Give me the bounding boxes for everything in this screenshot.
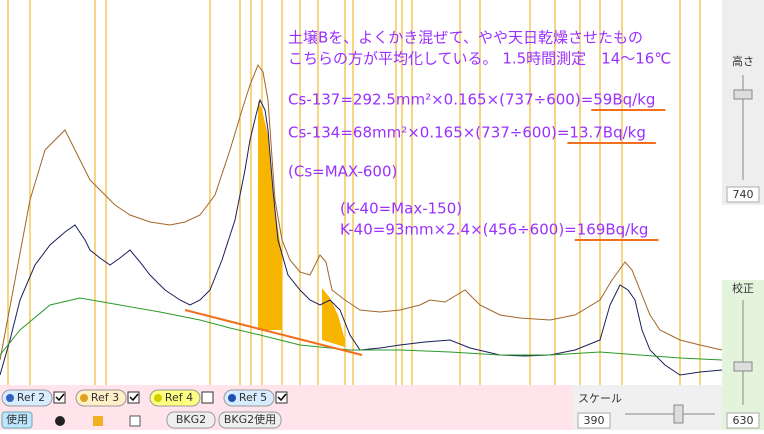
ref-checkbox[interactable]: [127, 391, 140, 404]
calc-result: 13.7Bq/kg: [569, 124, 645, 142]
ref-icon: [6, 394, 14, 402]
note: (Cs=MAX-600): [288, 163, 397, 181]
ref-checkbox[interactable]: [275, 391, 288, 404]
panel-gap: [722, 205, 764, 280]
plot-area: [0, 0, 722, 385]
height-box: [726, 186, 760, 203]
ref-icon: [154, 394, 162, 402]
calc-formula: Cs-134=68mm²×0.165×(737÷600)=: [288, 124, 569, 142]
ref-label: Ref 5: [239, 391, 267, 404]
ref-label: Ref 2: [17, 391, 45, 404]
ref-button[interactable]: [223, 389, 275, 407]
scale-value: 390: [584, 414, 605, 427]
height-value: 740: [733, 188, 754, 201]
peak-area: [322, 288, 345, 347]
calib-label: 校正: [732, 281, 754, 295]
bkg2-button[interactable]: [166, 411, 216, 429]
ref-icon: [80, 394, 88, 402]
calc-formula: K-40=93mm×2.4×(456÷600)=: [340, 221, 577, 239]
title-line: こちらの方が平均化している。 1.5時間測定 14～16℃: [288, 50, 671, 68]
peak-area: [258, 100, 282, 330]
height-label: 高さ: [732, 54, 754, 68]
check-mark: [129, 393, 139, 402]
scale-label: スケール: [578, 392, 622, 405]
bkg2-label: BKG2: [176, 413, 206, 426]
paw-icon[interactable]: [55, 416, 65, 426]
ref-label: Ref 4: [165, 391, 193, 404]
use-button-label: 使用: [6, 413, 28, 426]
note: (K-40=Max-150): [340, 200, 462, 218]
ref-button[interactable]: [149, 389, 201, 407]
check-mark: [55, 393, 65, 402]
calib-value: 630: [733, 414, 754, 427]
grid-icon[interactable]: [129, 415, 141, 427]
baseline-curve: [0, 297, 723, 361]
ref-buttons: Ref 2 Ref 3 Ref 4 Ref 5: [1, 389, 288, 407]
calc-result: 59Bq/kg: [593, 91, 655, 109]
calc-result: 169Bq/kg: [577, 221, 649, 239]
ref-checkbox[interactable]: [53, 391, 66, 404]
roi-lines: [7, 0, 701, 385]
ref-button[interactable]: [1, 389, 53, 407]
check-mark: [277, 393, 287, 402]
ref-checkbox[interactable]: [201, 391, 214, 404]
calib-slider[interactable]: [733, 361, 753, 372]
ref-icon: [228, 394, 236, 402]
baseline-line: [184, 309, 363, 356]
spectrum-total: [0, 63, 723, 361]
ref-label: Ref 3: [91, 391, 119, 404]
bkg2-use-label: BKG2使用: [224, 413, 276, 426]
bkg2-use-button[interactable]: [218, 411, 282, 429]
lock-icon[interactable]: [93, 416, 103, 426]
scale-slider[interactable]: [673, 404, 684, 424]
spectrum-net: [0, 98, 723, 376]
use-button[interactable]: [1, 411, 33, 429]
title-line: 土壌Bを、よくかき混ぜて、やや天日乾燥させたもの: [288, 29, 643, 47]
calib-box: [726, 412, 760, 429]
height-slider[interactable]: [733, 89, 753, 100]
calc-formula: Cs-137=292.5mm²×0.165×(737÷600)=: [288, 91, 593, 109]
scale-box: [577, 412, 611, 429]
ref-button[interactable]: [75, 389, 127, 407]
